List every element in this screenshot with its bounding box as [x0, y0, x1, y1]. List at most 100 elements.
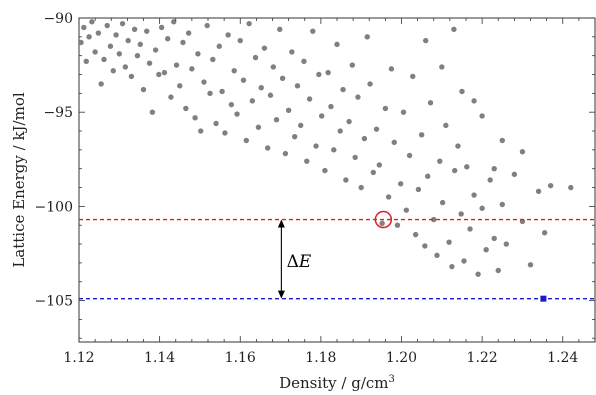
data-point — [376, 162, 383, 168]
data-point — [252, 54, 259, 61]
data-point — [279, 75, 286, 81]
data-point — [86, 34, 92, 40]
data-point — [304, 158, 310, 164]
data-point — [137, 41, 143, 48]
data-point — [228, 101, 235, 108]
data-point — [267, 92, 274, 98]
data-point — [192, 115, 198, 121]
data-point — [144, 28, 150, 34]
data-point — [201, 79, 207, 85]
data-point — [264, 145, 271, 151]
data-point — [306, 96, 313, 102]
data-point — [316, 71, 322, 78]
data-point — [95, 30, 102, 36]
data-point — [146, 60, 153, 66]
data-point — [125, 37, 131, 44]
data-point — [261, 45, 268, 51]
data-point — [464, 164, 470, 170]
data-point — [451, 26, 457, 33]
x-tick-label: 1.12 — [63, 350, 94, 366]
data-point — [185, 30, 192, 36]
data-point — [503, 241, 510, 247]
delta-symbol: Δ — [287, 252, 299, 272]
blue-point — [540, 295, 547, 302]
data-point — [431, 216, 437, 223]
data-point — [92, 49, 98, 55]
data-point — [213, 120, 219, 127]
data-point — [255, 124, 262, 130]
data-point — [149, 109, 156, 115]
data-point — [422, 37, 429, 44]
data-point — [258, 84, 264, 91]
data-point — [340, 86, 346, 93]
data-point — [337, 128, 343, 134]
data-point — [173, 62, 180, 68]
data-point — [113, 32, 119, 38]
data-point — [412, 231, 419, 238]
data-point — [403, 207, 410, 213]
data-point — [83, 58, 89, 65]
data-point — [547, 182, 554, 189]
data-point — [499, 137, 505, 144]
data-point — [391, 139, 397, 146]
data-point — [418, 132, 425, 138]
data-point — [110, 68, 116, 74]
y-tick-label: −95 — [43, 105, 73, 121]
data-point — [397, 181, 404, 187]
data-point — [301, 58, 307, 65]
data-point — [394, 222, 401, 228]
data-point — [318, 113, 325, 119]
data-point — [216, 43, 222, 49]
data-point — [219, 88, 225, 95]
x-tick-label: 1.14 — [144, 350, 175, 366]
tick-labels: 1.12 1.14 1.16 1.18 1.20 1.22 1.24 −90 −95 −100 −1… — [35, 11, 579, 366]
data-point — [328, 103, 334, 110]
data-point — [487, 177, 493, 183]
data-point — [382, 105, 389, 112]
data-point — [541, 230, 548, 236]
data-point — [415, 186, 422, 193]
data-point — [519, 149, 526, 155]
delta-arrow-head-bottom — [277, 290, 285, 299]
data-point — [225, 32, 231, 38]
data-point — [346, 118, 352, 125]
data-point — [458, 211, 464, 217]
plot-frame — [78, 17, 596, 343]
data-point — [294, 83, 301, 89]
data-point — [273, 117, 280, 123]
data-point — [183, 105, 189, 112]
data-point — [131, 26, 138, 33]
data-point — [282, 150, 289, 157]
data-point — [289, 49, 295, 55]
data-point — [171, 19, 177, 25]
data-point — [79, 39, 84, 46]
data-point — [406, 152, 413, 159]
data-point — [388, 66, 395, 72]
data-point — [479, 205, 485, 211]
highlight-circle — [374, 210, 393, 229]
data-point — [231, 68, 237, 74]
data-point — [495, 267, 501, 274]
x-tick-label: 1.18 — [305, 350, 336, 366]
data-point — [207, 90, 213, 97]
delta-arrow-head-top — [277, 219, 285, 228]
data-point — [322, 167, 328, 174]
data-point — [210, 56, 216, 63]
y-axis-title: Lattice Energy / kJ/mol — [10, 92, 28, 268]
data-point — [240, 77, 247, 83]
data-point — [104, 22, 110, 29]
data-point — [156, 71, 162, 78]
data-point — [471, 98, 477, 104]
data-point — [471, 192, 477, 198]
x-axis-title-main: Density / g/cm — [279, 374, 388, 392]
data-point — [355, 94, 361, 100]
data-point — [107, 43, 114, 49]
data-point — [343, 177, 349, 183]
data-point — [443, 122, 449, 129]
data-point — [246, 20, 252, 27]
data-point — [195, 51, 201, 57]
data-point — [140, 86, 147, 93]
data-point — [243, 137, 249, 144]
y-tick-label: −90 — [43, 11, 73, 27]
data-point — [434, 252, 440, 259]
